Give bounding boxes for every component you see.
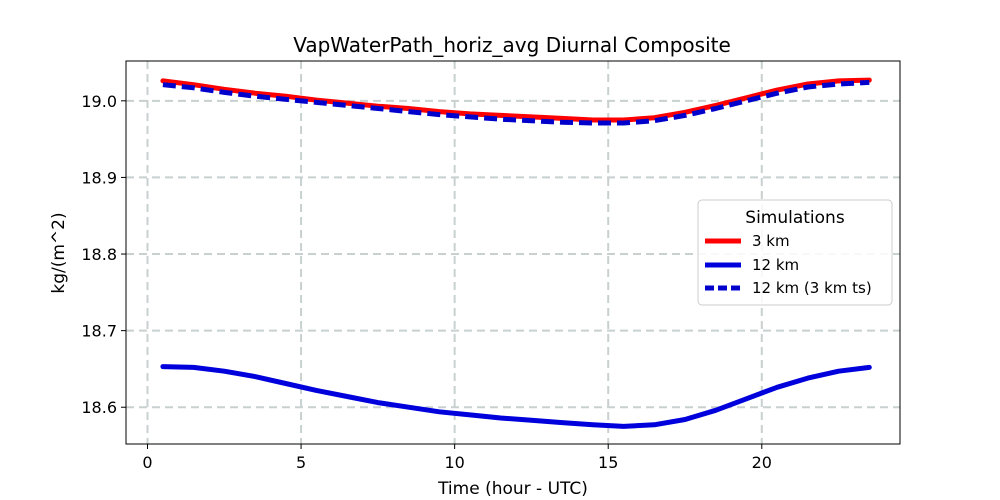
plot-area (125, 60, 901, 445)
legend-label-12km-3km-ts: 12 km (3 km ts) (752, 279, 872, 297)
y-tick-label: 19.0 (81, 92, 117, 111)
series-line-12-km (160, 364, 872, 429)
chart-title: VapWaterPath_horiz_avg Diurnal Composite (293, 33, 731, 57)
y-tick-label: 18.6 (81, 398, 117, 417)
y-tick-label: 18.8 (81, 245, 117, 264)
series-layer (160, 77, 872, 429)
y-tick-label: 18.9 (81, 168, 117, 187)
x-axis-label: Time (hour - UTC) (437, 479, 588, 499)
x-tick-label: 15 (598, 453, 618, 472)
series-line-3-km (160, 77, 872, 123)
ticks: 0 5 10 15 20 18.6 18.7 18.8 18.9 19.0 (81, 92, 772, 472)
legend-box (697, 199, 893, 306)
legend-label-3km: 3 km (752, 232, 790, 250)
y-tick-label: 18.7 (81, 322, 117, 341)
x-tick-label: 20 (752, 453, 772, 472)
y-axis-label: kg/(m^2) (49, 212, 69, 293)
x-tick-label: 0 (142, 453, 152, 472)
series-line-12-km-3-km-ts (162, 79, 870, 126)
legend: Simulations 3 km 12 km 12 km (3 km ts) (697, 199, 893, 306)
x-tick-label: 10 (444, 453, 464, 472)
legend-label-12km: 12 km (752, 256, 799, 274)
legend-title: Simulations (745, 208, 845, 228)
x-tick-label: 5 (296, 453, 306, 472)
